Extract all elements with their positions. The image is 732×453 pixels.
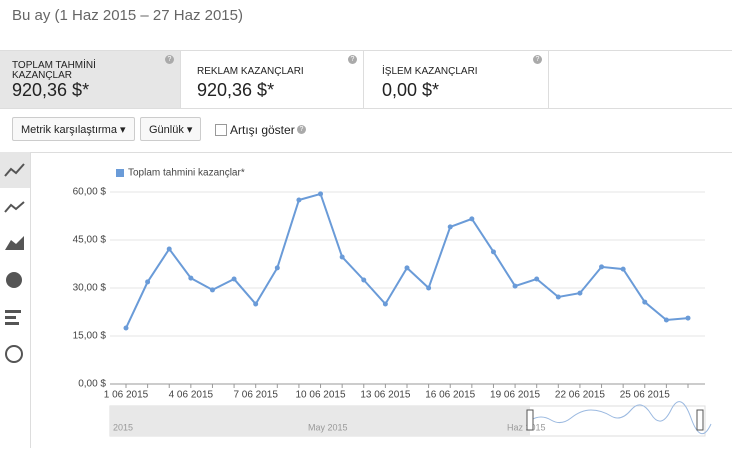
series-line (125, 192, 689, 329)
point (361, 277, 367, 283)
interval-button[interactable]: Günlük ▾ (140, 117, 202, 141)
sidebar (0, 152, 31, 448)
bar-icon (5, 322, 19, 325)
legend-swatch (116, 169, 124, 177)
point (145, 279, 151, 285)
navigator-handle[interactable] (696, 409, 704, 431)
point (555, 294, 561, 300)
point (620, 266, 626, 272)
y-tick-label: 45,00 $ (73, 235, 107, 246)
navigator-shade (110, 406, 530, 436)
x-tick-label: 1 06 2015 (104, 390, 149, 401)
point (642, 299, 648, 305)
x-tick-label: 25 06 2015 (620, 390, 670, 401)
bar-icon[interactable] (5, 310, 21, 313)
chart: 0,00 $ 15,00 $ 30,00 $ 45,00 $ 60,00 $ 1 06 2… (73, 168, 712, 437)
bar-icon (5, 316, 16, 319)
point (447, 224, 453, 230)
point (166, 246, 172, 252)
point (296, 197, 302, 203)
help-icon[interactable]: ? (165, 55, 174, 64)
compare-button[interactable]: Metrik karşılaştırma ▾ (12, 117, 135, 141)
tab-label: REKLAM KAZANÇLARI (197, 66, 304, 77)
point (490, 249, 496, 255)
x-tick-label: 19 06 2015 (490, 390, 540, 401)
point (231, 276, 237, 282)
button-label: Günlük (149, 124, 184, 136)
checkbox[interactable] (215, 124, 227, 136)
point (339, 254, 345, 260)
point (318, 191, 324, 197)
navigator-label: Haz 2015 (507, 422, 546, 432)
x-tick-label: 16 06 2015 (425, 390, 475, 401)
navigator-label: 2015 (113, 422, 133, 432)
pie-icon[interactable] (6, 272, 22, 288)
y-tick-label: 30,00 $ (73, 283, 107, 294)
help-icon[interactable]: ? (348, 55, 357, 64)
y-tick-label: 0,00 $ (78, 379, 106, 390)
x-tick-label: 13 06 2015 (360, 390, 410, 401)
button-label: Metrik karşılaştırma (21, 124, 117, 136)
x-tick-label: 4 06 2015 (169, 390, 214, 401)
point (382, 301, 388, 307)
tab-value: 0,00 $* (382, 80, 440, 100)
x-tick-label: 7 06 2015 (233, 390, 278, 401)
x-tick-label: 10 06 2015 (296, 390, 346, 401)
point (404, 265, 410, 271)
help-icon[interactable]: ? (297, 125, 306, 134)
tab[interactable]: TOPLAM TAHMİNİ KAZANÇLAR 920,36 $* ? (0, 51, 181, 108)
point (469, 216, 475, 222)
legend-label: Toplam tahmini kazançlar* (128, 168, 245, 179)
help-icon[interactable]: ? (533, 55, 542, 64)
tabs: TOPLAM TAHMİNİ KAZANÇLAR 920,36 $* ? REK… (0, 50, 732, 109)
point (599, 264, 605, 270)
point (209, 287, 215, 293)
point (534, 276, 540, 282)
point (188, 275, 194, 281)
point (512, 283, 518, 289)
selected-bg (0, 152, 30, 188)
area-icon[interactable] (5, 236, 24, 250)
point (274, 265, 280, 271)
line-icon[interactable] (4, 163, 25, 177)
tab-label: TOPLAM TAHMİNİ KAZANÇLAR (12, 60, 96, 81)
point (426, 285, 432, 291)
navigator-label: May 2015 (308, 422, 348, 432)
x-tick-label: 22 06 2015 (555, 390, 605, 401)
tab[interactable]: İŞLEM KAZANÇLARI 0,00 $* ? (364, 51, 549, 108)
tab-label: İŞLEM KAZANÇLARI (382, 66, 478, 77)
y-tick-label: 15,00 $ (73, 331, 107, 342)
geo-icon[interactable] (5, 345, 23, 363)
navigator-spark (530, 401, 712, 434)
point (577, 290, 583, 296)
point (663, 317, 669, 323)
point (123, 325, 129, 331)
tab-value: 920,36 $* (197, 80, 275, 100)
tab[interactable]: REKLAM KAZANÇLARI 920,36 $* ? (181, 51, 364, 108)
navigator-handle[interactable] (526, 409, 534, 431)
tab-value: 920,36 $* (12, 80, 90, 100)
point (685, 315, 691, 321)
toolbar: Metrik karşılaştırma ▾ Günlük ▾ Artışı g… (0, 108, 732, 153)
point (253, 301, 259, 307)
header-title: Bu ay (1 Haz 2015 – 27 Haz 2015) (12, 7, 243, 24)
multi-line-icon[interactable] (4, 201, 25, 213)
checkbox-label: Artışı göster (230, 123, 295, 137)
sidebar-icons (0, 152, 30, 363)
y-tick-label: 60,00 $ (73, 187, 107, 198)
